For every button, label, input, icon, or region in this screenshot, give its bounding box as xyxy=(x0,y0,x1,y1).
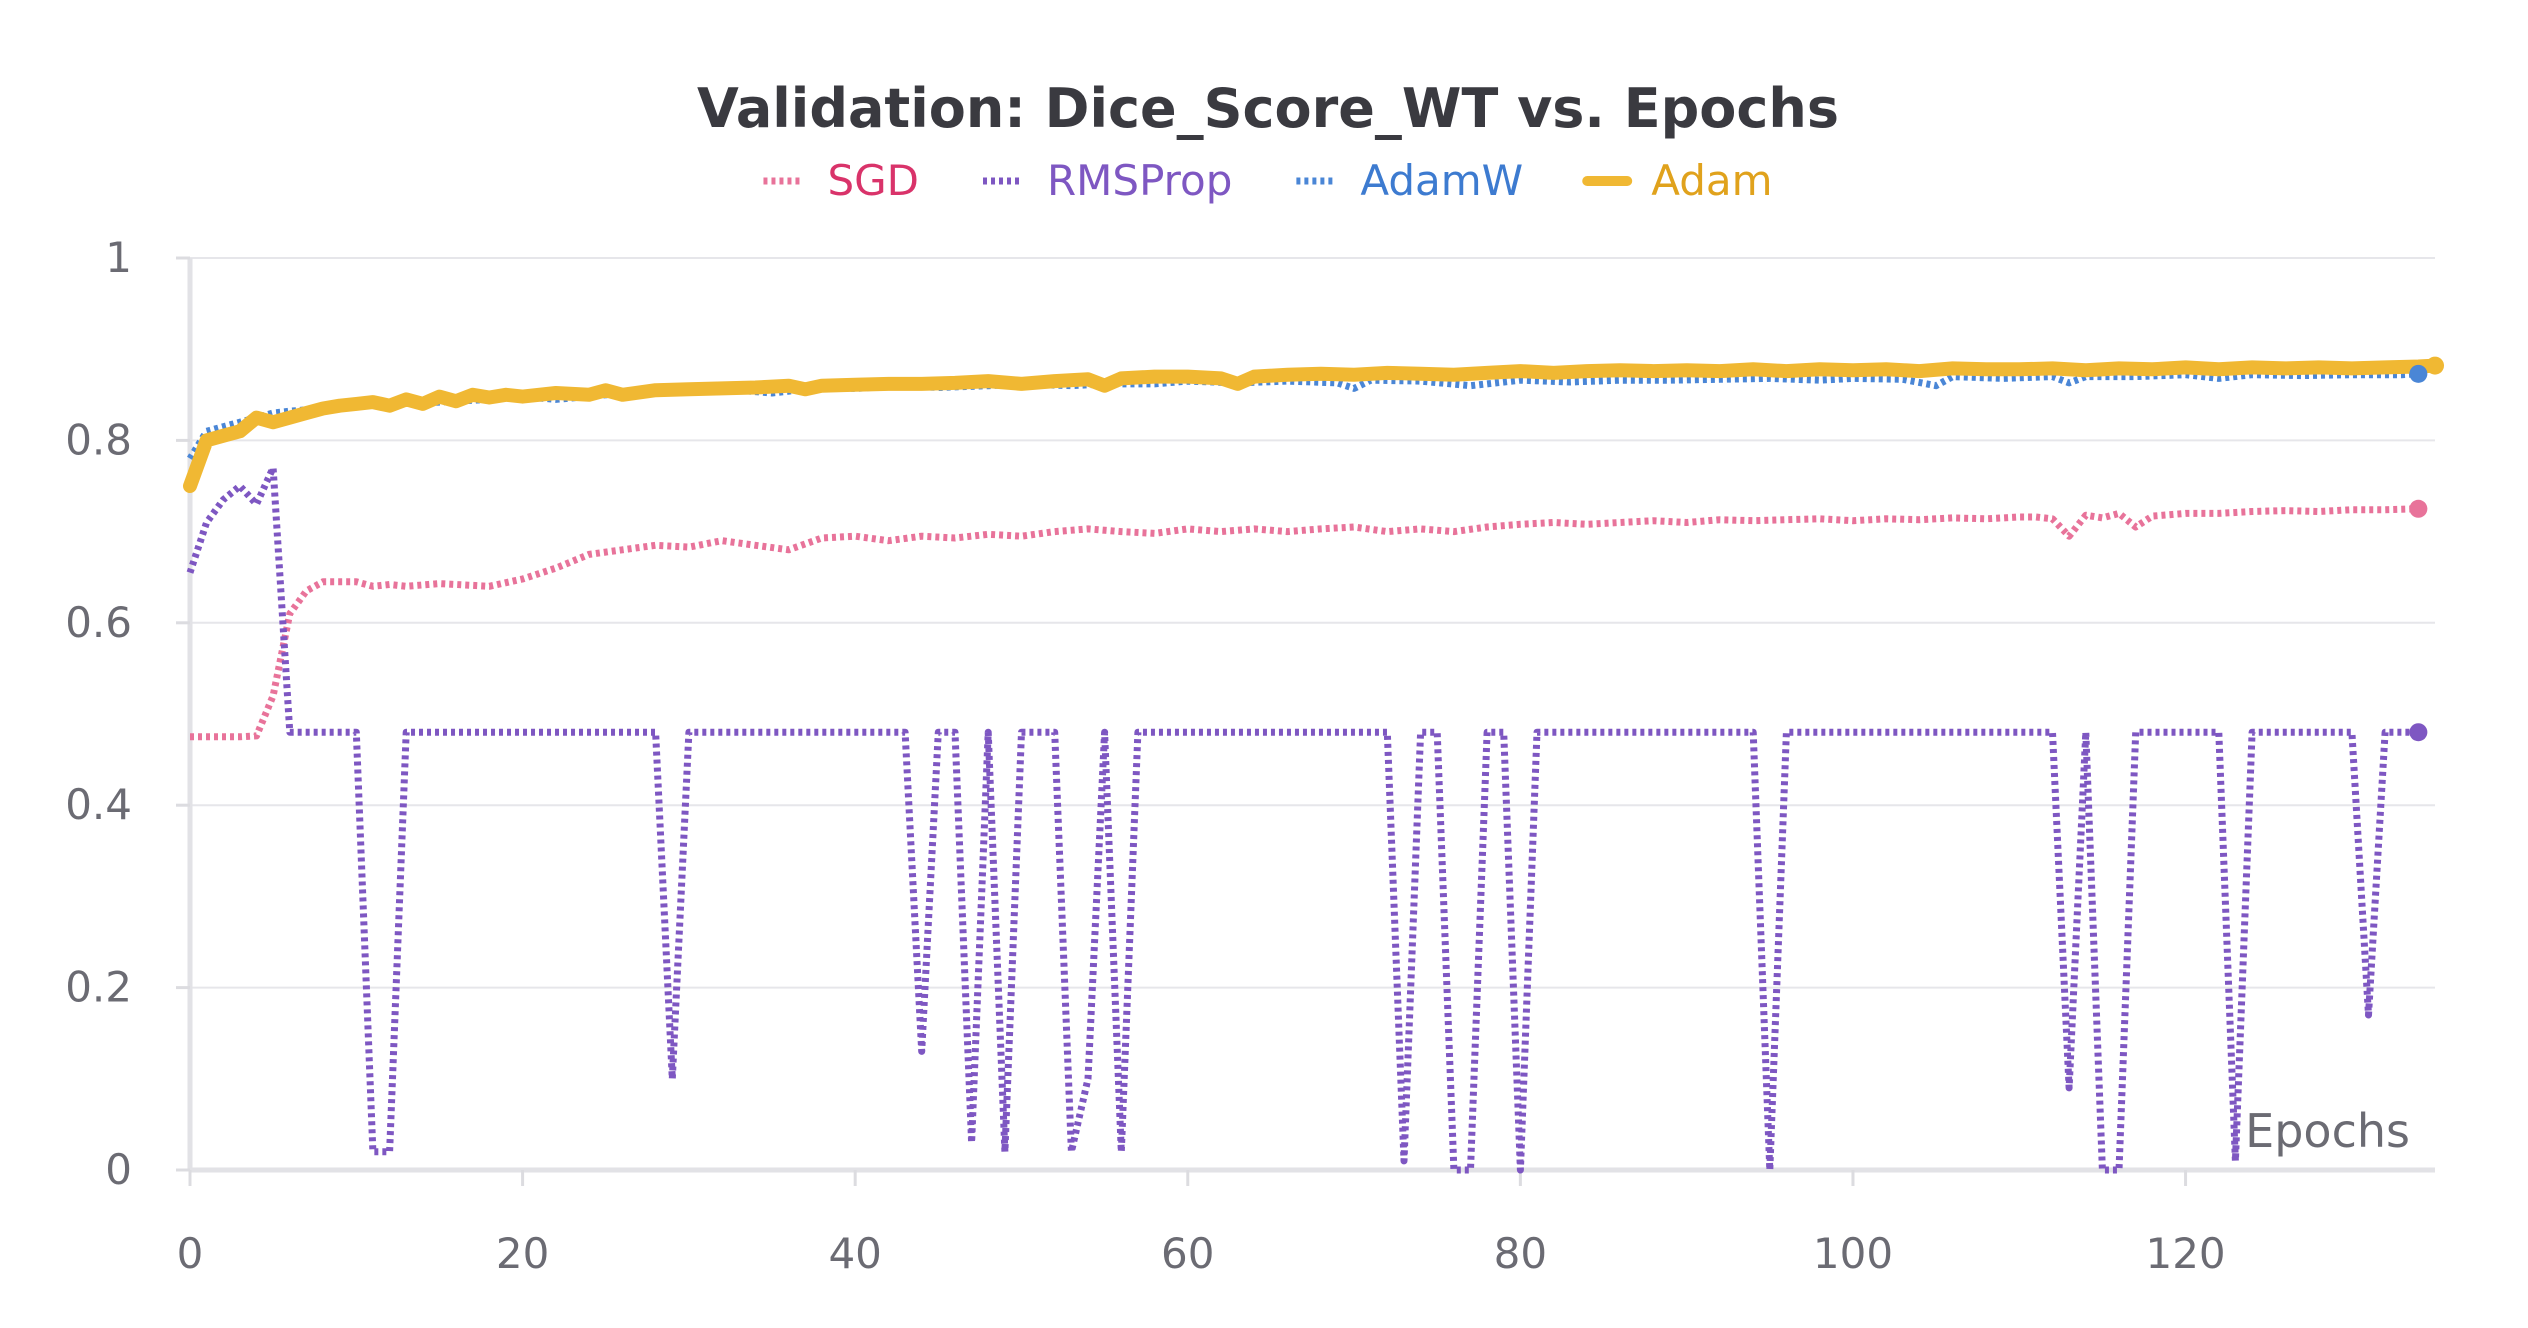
chart-title: Validation: Dice_Score_WT vs. Epochs xyxy=(697,77,1839,140)
x-tick-label: 40 xyxy=(828,1229,881,1278)
x-tick-label: 60 xyxy=(1161,1229,1214,1278)
y-tick-label: 1 xyxy=(105,233,132,282)
series-end-markers xyxy=(2409,356,2444,742)
legend-label-adamw: AdamW xyxy=(1360,156,1523,205)
series-line-sgd xyxy=(190,505,2419,741)
series-line-rmsprop xyxy=(186,464,2419,1174)
end-marker-rmsprop xyxy=(2409,723,2428,742)
x-tick-label: 120 xyxy=(2145,1229,2225,1278)
x-tick-label: 100 xyxy=(1813,1229,1893,1278)
axes xyxy=(187,258,2435,1173)
x-tick-label: 80 xyxy=(1494,1229,1547,1278)
series-line-adamw xyxy=(187,370,2419,461)
y-tick-label: 0.6 xyxy=(65,598,132,647)
legend: SGD RMSProp AdamW Adam xyxy=(763,156,1773,205)
legend-label-sgd: SGD xyxy=(827,156,919,205)
legend-label-adam: Adam xyxy=(1651,156,1772,205)
x-axis-label: Epochs xyxy=(2245,1104,2410,1158)
x-axis-ticks: 0 20 40 60 80 100 120 xyxy=(177,1170,2226,1278)
end-marker-sgd xyxy=(2409,499,2428,518)
legend-label-rmsprop: RMSProp xyxy=(1047,156,1232,205)
end-marker-adamw xyxy=(2409,364,2428,383)
y-tick-label: 0.4 xyxy=(65,780,132,829)
y-axis-ticks: 0 0.2 0.4 0.6 0.8 1 xyxy=(65,233,190,1194)
series-lines xyxy=(183,358,2442,1174)
end-marker-adam xyxy=(2426,356,2444,375)
series-line-adam xyxy=(183,358,2442,493)
y-tick-label: 0.2 xyxy=(65,963,132,1012)
x-tick-label: 20 xyxy=(496,1229,549,1278)
y-tick-label: 0 xyxy=(105,1145,132,1194)
x-tick-label: 0 xyxy=(177,1229,204,1278)
y-tick-label: 0.8 xyxy=(65,415,132,464)
